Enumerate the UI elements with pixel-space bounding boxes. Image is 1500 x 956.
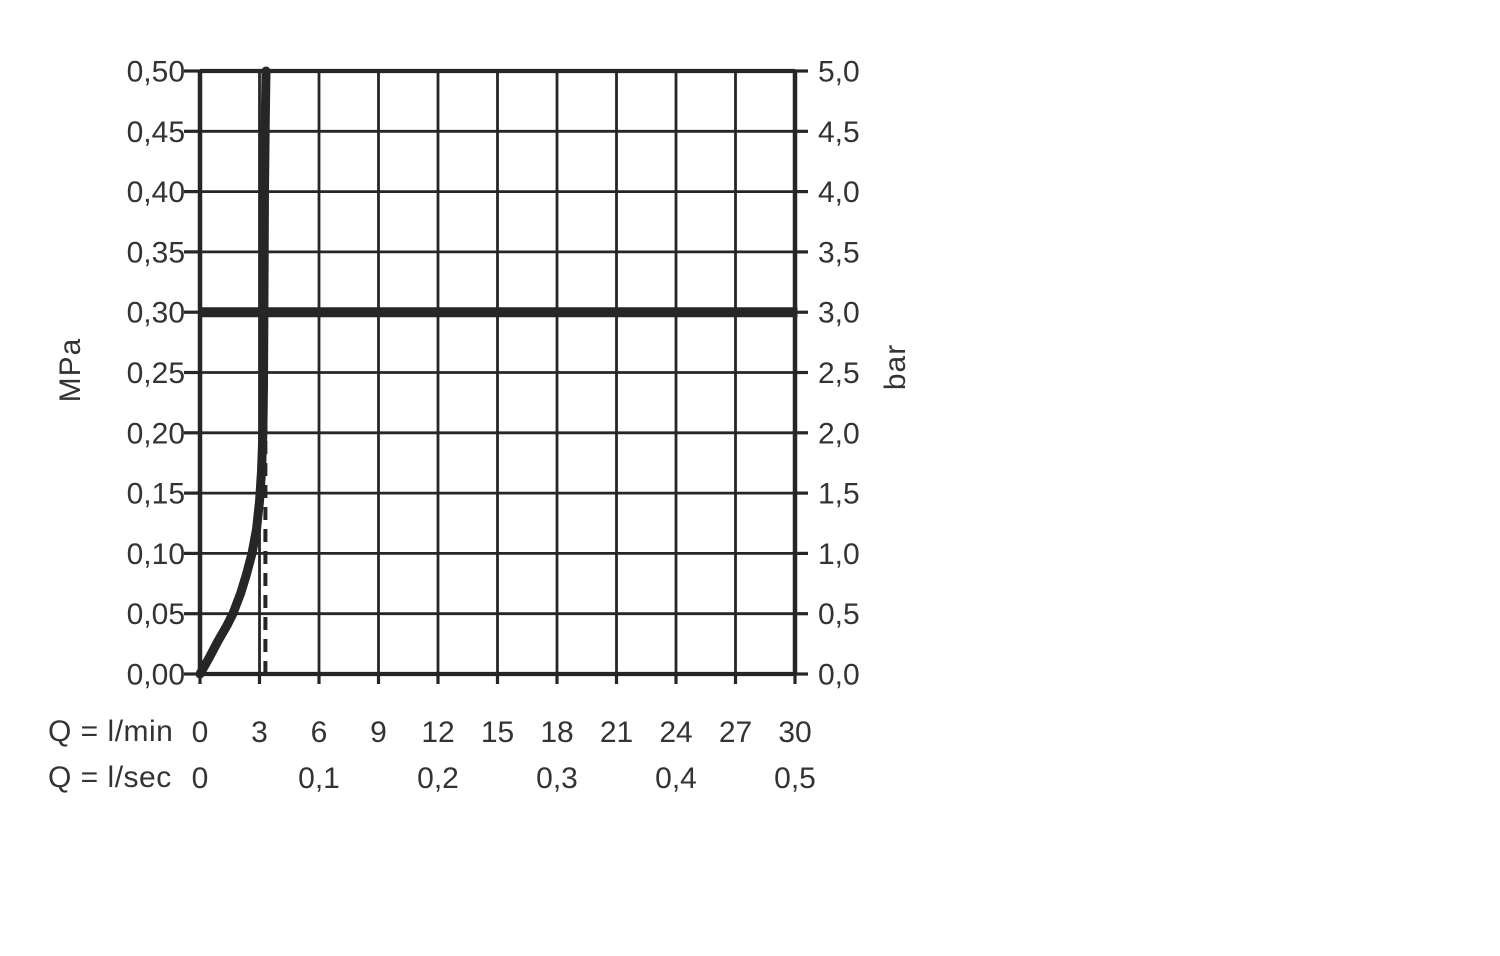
y-left-tick-label: 0,50	[127, 56, 185, 89]
x-lsec-tick-label: 0,3	[536, 762, 578, 795]
x-lsec-tick-label: 0,2	[417, 762, 459, 795]
x-lmin-tick-label: 18	[540, 716, 573, 749]
y-right-tick-label: 1,0	[818, 538, 860, 571]
x-lmin-tick-label: 12	[421, 716, 454, 749]
x-axis-lmin-row-label: Q = l/min	[48, 715, 174, 748]
y-left-tick-label: 0,30	[127, 297, 185, 330]
x-axis-lsec-row-label: Q = l/sec	[48, 761, 172, 794]
x-lmin-tick-label: 27	[719, 716, 752, 749]
y-left-tick-label: 0,10	[127, 538, 185, 571]
y-left-unit-label: MPa	[54, 337, 87, 403]
x-lsec-tick-label: 0,5	[774, 762, 816, 795]
y-left-tick-label: 0,45	[127, 116, 185, 149]
x-lmin-tick-label: 15	[481, 716, 514, 749]
x-lmin-tick-label: 6	[311, 716, 328, 749]
y-right-tick-label: 0,0	[818, 659, 860, 692]
y-left-tick-label: 0,20	[127, 417, 185, 450]
y-right-tick-label: 2,0	[818, 417, 860, 450]
y-left-tick-label: 0,25	[127, 357, 185, 390]
y-right-tick-label: 4,5	[818, 116, 860, 149]
y-right-tick-label: 4,0	[818, 176, 860, 209]
y-right-unit-label: bar	[879, 343, 912, 391]
x-lmin-tick-label: 21	[600, 716, 633, 749]
x-lmin-tick-label: 30	[778, 716, 811, 749]
y-right-tick-label: 2,5	[818, 357, 860, 390]
y-right-tick-label: 3,5	[818, 236, 860, 269]
x-lmin-tick-label: 24	[659, 716, 692, 749]
y-left-tick-label: 0,15	[127, 478, 185, 511]
y-left-tick-label: 0,40	[127, 176, 185, 209]
x-lmin-tick-label: 0	[192, 716, 209, 749]
y-left-tick-label: 0,35	[127, 236, 185, 269]
y-right-tick-label: 3,0	[818, 297, 860, 330]
y-right-tick-label: 5,0	[818, 56, 860, 89]
y-left-tick-label: 0,05	[127, 598, 185, 631]
x-lsec-tick-label: 0	[192, 762, 209, 795]
y-right-tick-label: 0,5	[818, 598, 860, 631]
flow-characteristic-curve	[195, 66, 271, 679]
y-right-tick-label: 1,5	[818, 478, 860, 511]
x-lmin-tick-label: 9	[370, 716, 387, 749]
x-lsec-tick-label: 0,1	[298, 762, 340, 795]
x-lsec-tick-label: 0,4	[655, 762, 697, 795]
y-left-tick-label: 0,00	[127, 659, 185, 692]
x-lmin-tick-label: 3	[251, 716, 268, 749]
